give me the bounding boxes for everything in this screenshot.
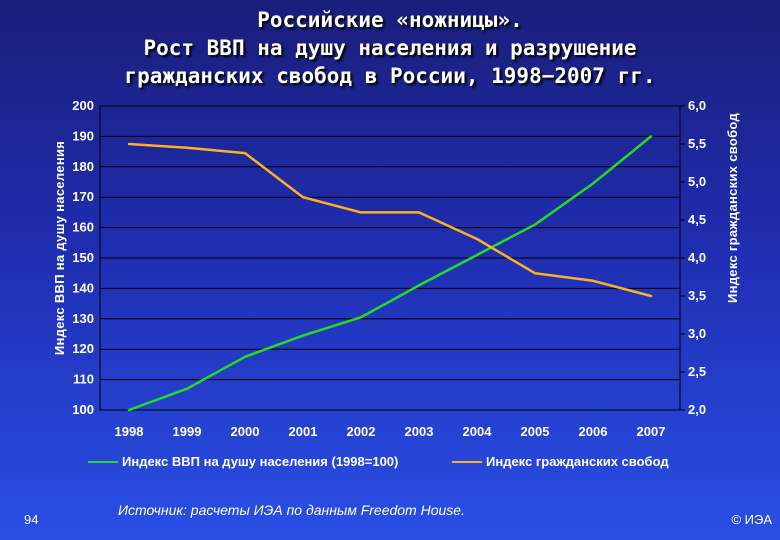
legend: Индекс ВВП на душу населения (1998=100) … (88, 454, 669, 469)
left-tick-label: 110 (73, 372, 94, 387)
left-axis-title: Индекс ВВП на душу населения (52, 141, 67, 355)
right-tick-label: 4,0 (688, 250, 706, 265)
title-line-2: Рост ВВП на душу населения и разрушение (143, 36, 637, 60)
left-axis-ticks: 100 110 120 130 140 150 160 170 180 190 200 (72, 98, 94, 417)
series (127, 135, 653, 412)
grid (100, 135, 680, 381)
series-line-freedom (127, 142, 653, 298)
left-tick-label: 100 (72, 402, 94, 417)
x-tick-label: 2002 (347, 424, 376, 439)
right-tick-label: 5,0 (688, 174, 706, 189)
legend-label-gdp: Индекс ВВП на душу населения (1998=100) (122, 454, 398, 469)
left-tick-label: 150 (72, 250, 94, 265)
x-tick-label: 2007 (637, 424, 666, 439)
x-tick-label: 2003 (405, 424, 434, 439)
left-tick-label: 140 (72, 280, 94, 295)
source-note: Источник: расчеты ИЭА по данным Freedom … (118, 502, 465, 518)
title-line-1: Российские «ножницы». (257, 8, 523, 32)
title-line-3: гражданских свобод в России, 1998−2007 г… (124, 64, 656, 88)
copyright: © ИЭА (731, 512, 772, 527)
x-tick-label: 2001 (289, 424, 318, 439)
legend-label-freedom: Индекс гражданских свобод (486, 454, 669, 469)
right-tick-label: 6,0 (688, 98, 706, 113)
right-tick-label: 3,5 (688, 288, 706, 303)
right-axis-title: Индекс гражданских свобод (725, 113, 740, 304)
left-tick-label: 160 (72, 220, 94, 235)
page-number: 94 (24, 512, 39, 527)
left-tick-label: 190 (72, 128, 94, 143)
x-tick-label: 1998 (115, 424, 144, 439)
left-tick-label: 200 (72, 98, 94, 113)
x-tick-label: 1999 (173, 424, 202, 439)
left-tick-label: 120 (72, 341, 94, 356)
right-axis-ticks: 2,0 2,5 3,0 3,5 4,0 4,5 5,0 5,5 6,0 (680, 98, 706, 417)
x-tick-label: 2006 (579, 424, 608, 439)
series-line-gdp (127, 135, 653, 412)
left-tick-label: 130 (72, 311, 94, 326)
right-tick-label: 2,0 (688, 402, 706, 417)
left-tick-label: 170 (72, 189, 94, 204)
x-tick-label: 2000 (231, 424, 260, 439)
x-axis-ticks: 1998 1999 2000 2001 2002 2003 2004 2005 2006 2007 (115, 424, 666, 439)
left-tick-label: 180 (72, 159, 94, 174)
right-tick-label: 3,0 (688, 326, 706, 341)
x-tick-label: 2004 (463, 424, 493, 439)
chart-title: Российские «ножницы». Рост ВВП на душу н… (0, 6, 780, 90)
x-tick-label: 2005 (521, 424, 550, 439)
right-tick-label: 4,5 (688, 212, 706, 227)
right-tick-label: 5,5 (688, 136, 706, 151)
right-tick-label: 2,5 (688, 364, 706, 379)
